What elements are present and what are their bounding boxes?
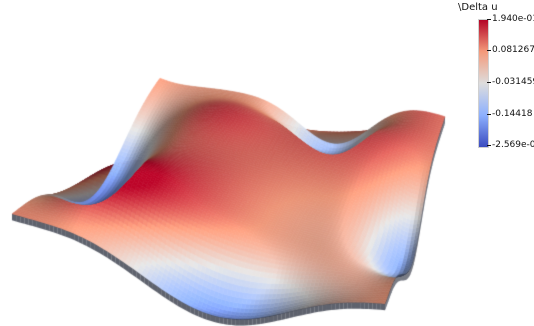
- colorbar-label-max: 1.940e-01: [492, 14, 534, 24]
- colorbar-tick: [487, 114, 491, 115]
- colorbar: [478, 19, 489, 148]
- colorbar-label: -0.031459: [492, 77, 534, 87]
- colorbar-title: \Delta u: [458, 2, 498, 13]
- colorbar-tick: [487, 82, 491, 83]
- colorbar-label-min: -2.569e-01: [492, 140, 534, 150]
- colorbar-label: -0.14418: [492, 109, 533, 119]
- colorbar-tick: [487, 145, 491, 146]
- colorbar-tick: [487, 19, 491, 20]
- colorbar-label: 0.081267: [492, 45, 534, 55]
- colorbar-tick: [487, 50, 491, 51]
